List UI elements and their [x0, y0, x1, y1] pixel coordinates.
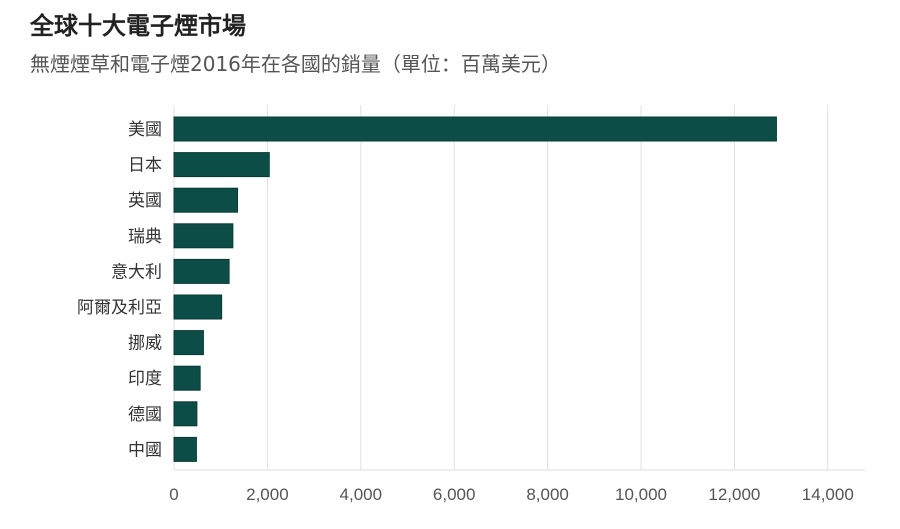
category-label: 日本	[128, 156, 162, 176]
category-label: 德國	[128, 405, 162, 425]
chart-subtitle: 無煙煙草和電子煙2016年在各國的銷量（單位：百萬美元）	[30, 52, 561, 76]
x-tick-label: 2,000	[246, 485, 289, 504]
bar	[173, 436, 197, 462]
category-label: 意大利	[111, 262, 162, 282]
category-label: 挪威	[128, 334, 162, 354]
bar	[173, 365, 201, 391]
bar	[173, 330, 204, 356]
bar	[173, 116, 777, 142]
bar	[173, 258, 230, 284]
category-label: 印度	[128, 369, 162, 389]
x-tick-label: 4,000	[340, 485, 383, 504]
x-tick-label: 6,000	[433, 485, 476, 504]
bar	[173, 401, 198, 427]
category-label: 瑞典	[128, 227, 162, 247]
x-tick-label: 10,000	[615, 485, 667, 504]
category-label: 美國	[128, 120, 162, 140]
x-tick-label: 14,000	[802, 485, 854, 504]
x-tick-label: 12,000	[708, 485, 760, 504]
chart-title: 全球十大電子煙市場	[30, 11, 246, 40]
category-label: 中國	[128, 440, 162, 460]
bar	[173, 152, 270, 178]
bar	[173, 223, 234, 249]
bar	[173, 187, 239, 213]
category-label: 英國	[128, 191, 162, 211]
x-tick-label: 0	[169, 485, 178, 504]
x-tick-label: 8,000	[526, 485, 569, 504]
category-label: 阿爾及利亞	[77, 298, 162, 318]
bar	[173, 294, 223, 320]
